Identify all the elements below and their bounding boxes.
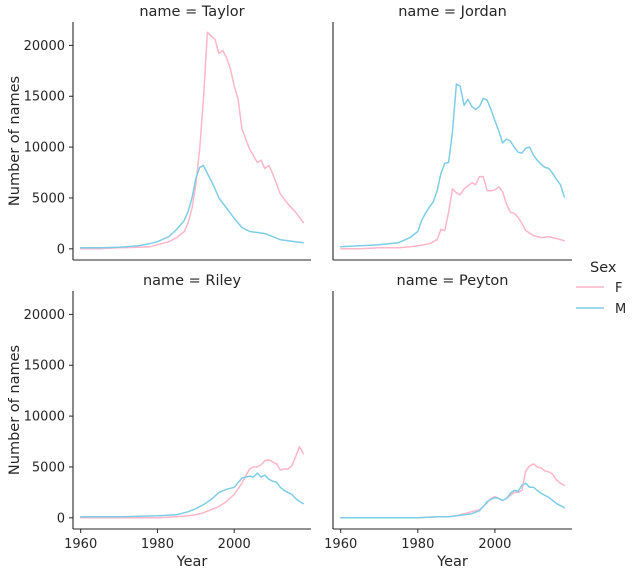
y-axis-label: Number of names — [7, 345, 23, 475]
legend-label-f: F — [615, 281, 622, 296]
x-tick-label: 1960 — [324, 537, 357, 552]
y-tick-label: 15000 — [24, 90, 65, 105]
legend-label-m: M — [615, 302, 626, 317]
panel-jordan: name = Jordan — [332, 4, 572, 261]
x-tick-label: 1960 — [64, 537, 97, 552]
panel-title: name = Riley — [143, 273, 242, 289]
y-tick-label: 5000 — [32, 191, 65, 206]
y-tick-label: 5000 — [32, 460, 65, 475]
y-tick-label: 10000 — [24, 410, 65, 425]
y-tick-label: 10000 — [24, 141, 65, 156]
series-line-f — [339, 463, 566, 519]
panel-title: name = Peyton — [397, 273, 509, 289]
x-tick-label: 2000 — [218, 537, 251, 552]
x-axis-label: Year — [176, 554, 208, 570]
x-axis-label: Year — [436, 554, 468, 570]
legend-title: Sex — [590, 260, 617, 276]
x-tick-label: 2000 — [478, 537, 511, 552]
series-line-f — [339, 175, 566, 250]
y-tick-label: 20000 — [24, 39, 65, 54]
panel-taylor: name = Taylor 0 5000 10000 15000 20000 Number … — [7, 4, 311, 261]
series-line-m — [339, 83, 566, 248]
series-line-f — [79, 445, 305, 519]
panel-peyton: name = Peyton 1960 1980 2000 Year — [324, 273, 572, 570]
series-line-f — [79, 31, 305, 250]
legend: Sex FM — [576, 260, 626, 317]
x-tick-label: 1980 — [401, 537, 434, 552]
y-tick-label: 0 — [57, 511, 65, 526]
y-tick-label: 20000 — [24, 308, 65, 323]
x-tick-label: 1980 — [141, 537, 174, 552]
series-line-m — [339, 482, 566, 519]
y-tick-label: 0 — [57, 242, 65, 257]
panel-riley: name = Riley 0 5000 10000 15000 20000 1960 1980… — [7, 273, 311, 570]
panel-title: name = Jordan — [398, 4, 507, 20]
series-line-m — [79, 164, 305, 249]
y-tick-label: 15000 — [24, 359, 65, 374]
panel-title: name = Taylor — [139, 4, 244, 20]
series-line-m — [79, 472, 305, 518]
y-axis-label: Number of names — [7, 76, 23, 206]
